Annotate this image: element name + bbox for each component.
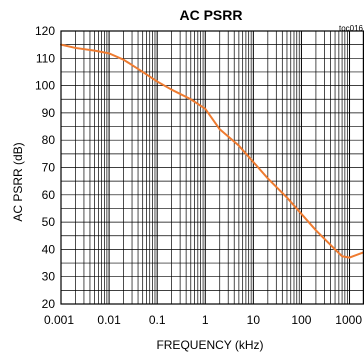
x-axis-label: FREQUENCY (kHz) — [156, 338, 263, 352]
y-tick-label: 110 — [36, 51, 55, 65]
chart-title: AC PSRR — [179, 7, 242, 23]
y-tick-label: 90 — [42, 106, 56, 120]
y-tick-label: 80 — [42, 133, 56, 147]
y-tick-label: 50 — [42, 215, 56, 229]
x-tick-label: 0.01 — [97, 313, 121, 327]
chart-grid — [60, 30, 364, 305]
x-tick-label: 1 — [202, 313, 209, 327]
y-tick-label: 20 — [42, 297, 56, 311]
x-tick-label: 10 — [247, 313, 261, 327]
y-tick-label: 100 — [35, 79, 55, 93]
y-tick-label: 30 — [42, 270, 56, 284]
y-tick-label: 70 — [42, 161, 56, 175]
series-line — [60, 43, 364, 259]
y-tick-label: 120 — [35, 24, 55, 38]
chart-tag: toc016 — [339, 24, 364, 33]
x-tick-label: 0.001 — [44, 313, 74, 327]
x-tick-label: 100 — [291, 313, 311, 327]
x-axis-ticks: 0.001 0.01 0.1 1 10 100 1000 — [44, 313, 362, 327]
y-tick-label: 60 — [42, 188, 56, 202]
y-tick-label: 40 — [42, 242, 56, 256]
y-axis-ticks: 20 30 40 50 60 70 80 90 100 110 120 — [35, 24, 55, 311]
x-tick-label: 1000 — [335, 313, 362, 327]
y-axis-label: AC PSRR (dB) — [11, 142, 25, 221]
plot-frame — [60, 30, 364, 305]
x-tick-label: 0.1 — [149, 313, 166, 327]
